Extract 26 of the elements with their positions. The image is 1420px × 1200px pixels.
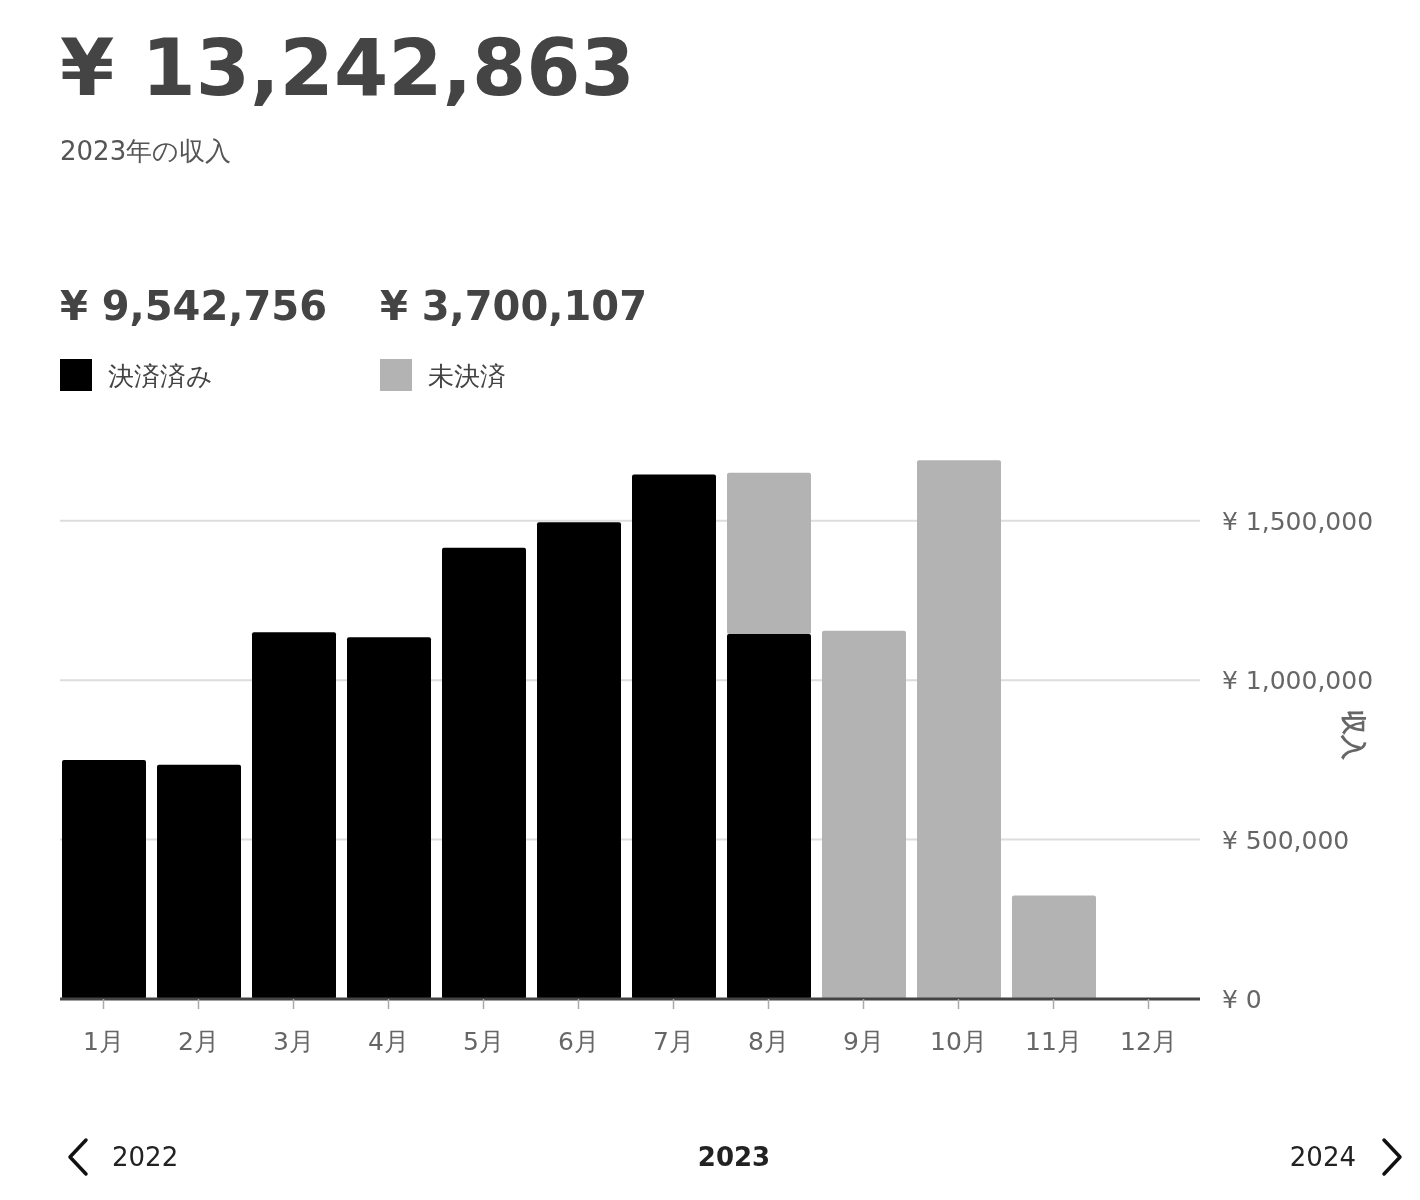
x-tick-label: 8月	[748, 1027, 789, 1056]
x-tick-label: 3月	[273, 1027, 314, 1056]
x-tick-label: 2月	[178, 1027, 219, 1056]
chart-title: ¥ 13,242,863	[60, 23, 635, 113]
text: 2024	[1289, 1142, 1356, 1172]
x-tick-label: 10月	[930, 1027, 987, 1056]
y-tick-label: ¥ 1,500,000	[1222, 506, 1374, 536]
text: 2023	[697, 1142, 771, 1172]
x-tick-label: 6月	[558, 1027, 599, 1056]
y-tick-label: ¥ 0	[1222, 985, 1262, 1014]
legend-label: 決済済み	[108, 361, 213, 391]
y-axis-title: 収入	[1339, 710, 1368, 761]
x-tick-label: 1月	[83, 1027, 124, 1056]
y-tick-label: ¥ 500,000	[1222, 825, 1350, 855]
chart-subtitle: 2023年の収入	[60, 136, 232, 166]
text: ¥ 9,542,756	[60, 283, 327, 329]
x-tick-label: 7月	[653, 1027, 694, 1056]
text: 2022	[112, 1142, 179, 1172]
x-tick-label: 9月	[843, 1027, 884, 1056]
text: ¥ 3,700,107	[380, 283, 647, 329]
y-tick-label: ¥ 1,000,000	[1222, 666, 1374, 696]
x-tick-label: 5月	[463, 1027, 504, 1056]
x-tick-label: 12月	[1120, 1027, 1177, 1056]
legend-label: 未決済	[428, 361, 506, 391]
x-tick-label: 4月	[368, 1027, 409, 1056]
x-tick-label: 11月	[1025, 1027, 1082, 1056]
